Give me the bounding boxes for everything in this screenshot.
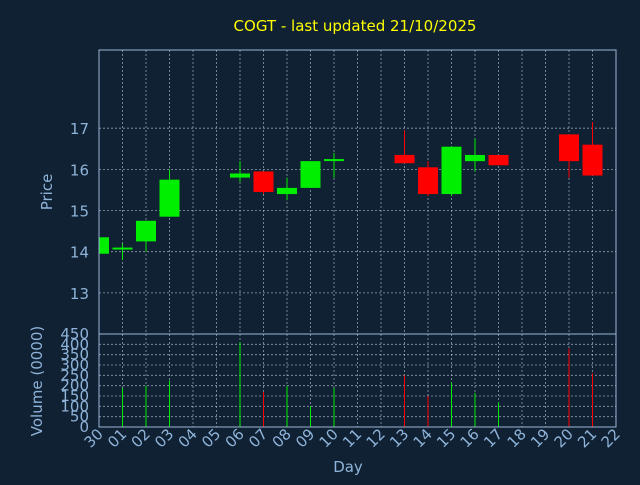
chart-marks: [98, 122, 603, 427]
candle-body-02: [136, 220, 156, 242]
price-tick-label: 13: [70, 285, 89, 303]
x-tick-label: 15: [433, 425, 459, 451]
x-tick-label: 09: [292, 425, 318, 451]
x-tick-label: 07: [245, 425, 271, 451]
candle-body-10: [324, 159, 344, 162]
x-tick-label: 17: [480, 425, 506, 451]
x-tick-label: 08: [269, 425, 295, 451]
candle-body-30: [99, 237, 109, 254]
volume-tick-label: 350: [60, 346, 89, 364]
x-tick-label: 04: [175, 425, 201, 451]
candle-body-03: [159, 179, 180, 217]
x-tick-label: 18: [504, 425, 530, 451]
volume-tick-label: 50: [70, 408, 89, 426]
x-axis-label: Day: [333, 458, 363, 476]
volume-axis-label: Volume (0000): [28, 326, 46, 436]
candle-body-13: [394, 154, 415, 164]
price-tick-label: 15: [70, 203, 89, 221]
x-tick-label: 14: [410, 425, 436, 451]
volume-panel-frame: [98, 333, 617, 428]
volume-tick-label: 450: [60, 325, 89, 343]
price-tick-label: 16: [70, 161, 89, 179]
x-tick-label: 02: [128, 425, 154, 451]
candle-body-06: [230, 173, 250, 178]
chart-title: COGT - last updated 21/10/2025: [234, 17, 477, 35]
volume-tick-label: 0: [79, 418, 89, 436]
x-tick-label: 06: [222, 425, 248, 451]
volume-tick-label: 200: [60, 377, 89, 395]
volume-tick-label: 150: [60, 387, 89, 405]
x-tick-label: 03: [151, 425, 177, 451]
x-tick-label: 19: [527, 425, 553, 451]
x-tick-label: 22: [598, 425, 624, 451]
x-tick-label: 05: [198, 425, 224, 451]
candle-body-16: [465, 154, 485, 162]
x-tick-label: 21: [574, 425, 600, 451]
x-tick-label: 10: [316, 425, 342, 451]
candle-body-21: [582, 144, 603, 176]
volume-tick-label: 300: [60, 356, 89, 374]
candle-body-14: [418, 167, 438, 195]
grid-lines: [98, 50, 617, 428]
price-tick-label: 14: [70, 244, 89, 262]
x-tick-label: 01: [104, 425, 130, 451]
candle-body-01: [112, 247, 133, 250]
candle-body-08: [277, 187, 297, 195]
candle-body-20: [559, 134, 579, 162]
price-tick-label: 17: [70, 120, 89, 138]
axes: 1314151617050100150200250300350400450300…: [60, 49, 624, 451]
candle-body-15: [441, 146, 462, 195]
price-axis-label: Price: [38, 174, 56, 211]
volume-tick-label: 250: [60, 366, 89, 384]
x-tick-label: 11: [339, 425, 365, 451]
x-tick-label: 12: [363, 425, 389, 451]
volume-tick-label: 400: [60, 335, 89, 353]
x-tick-label: 16: [457, 425, 483, 451]
volume-tick-label: 100: [60, 397, 89, 415]
candle-body-17: [488, 154, 509, 166]
candle-body-07: [253, 171, 274, 192]
x-tick-label: 20: [551, 425, 577, 451]
candle-body-09: [300, 161, 321, 188]
x-tick-label: 13: [386, 425, 412, 451]
